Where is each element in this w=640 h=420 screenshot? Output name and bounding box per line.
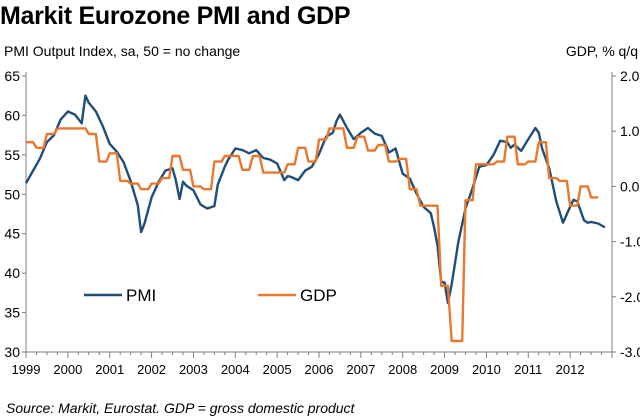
left-axis-tick-label: 55 [4,147,20,163]
right-axis-tick-label: 2.0 [620,68,640,84]
source-note: Source: Markit, Eurostat. GDP = gross do… [6,400,355,416]
right-axis-tick-label: 0.0 [620,178,640,194]
left-axis-tick-label: 50 [4,186,20,202]
right-axis-tick-label: -1.0 [620,234,640,250]
x-axis-tick-label: 2002 [137,362,166,377]
x-axis-tick-label: 2011 [514,362,542,377]
right-axis-tick-label: 1.0 [620,123,640,139]
left-axis-tick-label: 60 [4,107,20,123]
legend-label-pmi: PMI [126,286,156,305]
x-axis-tick-label: 2007 [346,362,375,377]
x-axis-tick-label: 2004 [221,362,250,377]
left-axis-tick-label: 35 [4,305,20,321]
x-axis-tick-label: 2010 [472,362,501,377]
left-axis-tick-label: 45 [4,226,20,242]
x-axis-tick-label: 1999 [12,362,41,377]
left-axis-label: PMI Output Index, sa, 50 = no change [4,43,241,59]
x-axis-tick-label: 2012 [556,362,585,377]
x-axis-tick-label: 2006 [305,362,334,377]
x-axis-tick-label: 2008 [388,362,417,377]
left-axis-tick-label: 40 [4,265,20,281]
x-axis-tick-label: 2005 [263,362,292,377]
left-axis-tick-label: 65 [4,68,20,84]
right-axis-tick-label: -3.0 [620,344,640,360]
x-axis-tick-label: 2003 [179,362,208,377]
right-axis-label: GDP, % q/q [565,43,638,59]
chart-title: Markit Eurozone PMI and GDP [0,2,351,30]
x-axis-tick-label: 2000 [53,362,82,377]
right-axis-tick-label: -2.0 [620,289,640,305]
series-line-gdp [26,127,599,343]
x-axis-tick-label: 2001 [95,362,124,377]
left-axis-tick-label: 30 [4,344,20,360]
series-line-pmi [24,94,606,305]
legend-label-gdp: GDP [300,286,337,305]
x-axis-tick-label: 2009 [430,362,459,377]
